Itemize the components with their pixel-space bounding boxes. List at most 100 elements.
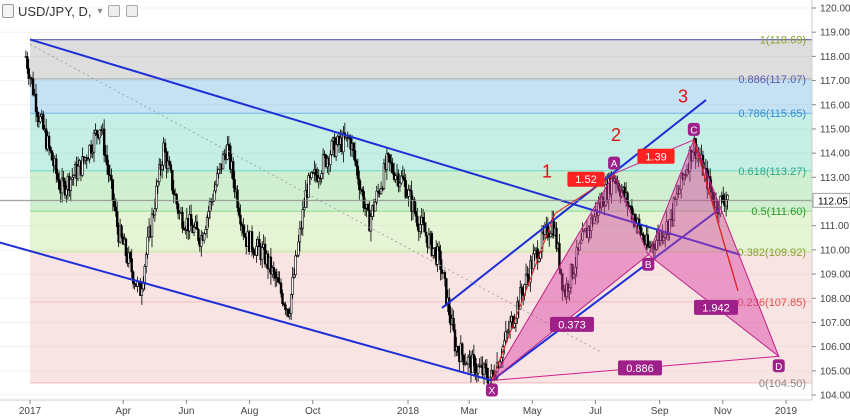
candle-body xyxy=(684,174,687,177)
eye-icon[interactable] xyxy=(126,5,139,17)
candle-body xyxy=(655,240,658,250)
candle-body xyxy=(284,304,287,311)
candle-body xyxy=(281,293,284,304)
fib-zone xyxy=(30,39,812,79)
time-tick-label: Sep xyxy=(651,406,669,417)
candle-body xyxy=(652,243,655,248)
candle-body xyxy=(685,169,689,176)
candle-body xyxy=(317,177,320,182)
candle-body xyxy=(456,346,460,353)
candle-body xyxy=(56,173,59,180)
candle-body xyxy=(675,193,679,200)
ratio-label-text: 1.942 xyxy=(702,302,730,314)
candle-body xyxy=(146,236,149,255)
candle-body xyxy=(229,145,232,170)
price-axis-bg xyxy=(812,0,850,419)
candle-body xyxy=(310,172,313,178)
wave-label: 3 xyxy=(678,86,688,106)
candle-body xyxy=(334,144,338,157)
settings-icon[interactable] xyxy=(108,5,121,17)
price-axis[interactable]: 120.00 119.00 118.00 117.00 116.00 115.00 114.… xyxy=(811,0,850,419)
candle-body xyxy=(436,246,439,265)
candle-body xyxy=(432,248,435,256)
candle-body xyxy=(597,203,600,216)
chevron-down-icon[interactable]: ▾ xyxy=(97,5,103,17)
wave-label: 1 xyxy=(542,161,552,181)
candle-body xyxy=(237,207,241,216)
fib-level-label: 1(118.69) xyxy=(760,35,806,47)
candle-body xyxy=(258,238,261,248)
candle-body xyxy=(391,163,394,173)
candle-body xyxy=(524,273,528,285)
trend-channels[interactable] xyxy=(0,38,812,382)
candle-body xyxy=(208,201,212,212)
candle-body xyxy=(243,232,246,238)
pattern-point-a: A xyxy=(608,156,621,170)
candle-body xyxy=(508,321,512,332)
candle-body xyxy=(252,249,255,254)
candle-body xyxy=(526,273,529,277)
ratio-label: 0.373 xyxy=(550,316,594,332)
candle-body xyxy=(114,206,117,212)
candle-body xyxy=(233,179,236,193)
ratio-label-box xyxy=(550,316,594,332)
candle-body xyxy=(571,264,574,278)
candle-body xyxy=(295,254,299,257)
candle-body xyxy=(475,372,478,376)
candle-body xyxy=(482,363,486,375)
candle-body xyxy=(217,169,220,174)
ratio-label-box xyxy=(567,171,605,187)
candle-body xyxy=(587,226,590,239)
symbol-title[interactable]: USD/JPY, D, xyxy=(18,3,92,19)
candle-body xyxy=(513,323,516,328)
candle-body xyxy=(236,189,239,209)
fib-level-label: 0.382(109.92) xyxy=(738,247,807,259)
price-tick-label: 109.00 xyxy=(820,270,850,281)
pattern-point-label: D xyxy=(775,362,782,373)
candle-body xyxy=(304,190,307,208)
candle-body xyxy=(398,182,402,187)
candle-body xyxy=(682,174,686,179)
candle-body xyxy=(466,356,470,365)
price-tick-label: 108.00 xyxy=(820,294,850,305)
candle-body xyxy=(355,160,358,167)
candle-body xyxy=(158,164,161,183)
candle-body xyxy=(165,151,168,169)
candle-body xyxy=(491,370,494,375)
candle-body xyxy=(181,211,184,229)
candle-body xyxy=(242,225,245,234)
price-tick-label: 119.00 xyxy=(820,28,850,39)
time-tick-label: Mar xyxy=(460,406,478,417)
candle-body xyxy=(724,199,728,207)
price-tick-label: 111.00 xyxy=(820,221,850,232)
candle-body xyxy=(274,271,277,279)
candle-body xyxy=(537,258,541,263)
time-axis[interactable]: 2017 Apr Jun Aug Oct 2018 Mar May Jul Sep Nov 2019 xyxy=(0,399,812,417)
candle-body xyxy=(65,189,68,196)
candle-body xyxy=(288,313,291,317)
candle-body xyxy=(162,142,165,166)
candle-body xyxy=(419,224,422,232)
price-tick-label: 114.00 xyxy=(820,149,850,160)
fibonacci-retracement[interactable]: 1(118.69) 0.886(117.07) 0.786(115.65) 0.618… xyxy=(30,35,812,390)
upper-downtrend-line xyxy=(29,38,741,256)
candle-body xyxy=(640,233,644,236)
candle-body xyxy=(540,231,544,252)
candle-body xyxy=(111,179,115,201)
candle-body xyxy=(272,267,275,273)
candle-body xyxy=(574,266,577,275)
candle-body xyxy=(575,247,579,268)
price-tick-label: 115.00 xyxy=(820,124,850,135)
candle-body xyxy=(679,172,683,191)
candle-body xyxy=(189,214,193,226)
candle-body xyxy=(200,235,203,247)
candle-body xyxy=(27,68,30,79)
annotation-labels: 1.52 1.39 0.373 1.942 0.886 1 2 3 xyxy=(542,86,738,376)
candle-body xyxy=(155,185,158,210)
candle-body xyxy=(69,179,73,191)
candle-body xyxy=(231,161,235,180)
fib-level-label: 0.886(117.07) xyxy=(738,74,806,86)
candle-body xyxy=(26,56,29,69)
collapse-icon[interactable] xyxy=(2,4,14,18)
